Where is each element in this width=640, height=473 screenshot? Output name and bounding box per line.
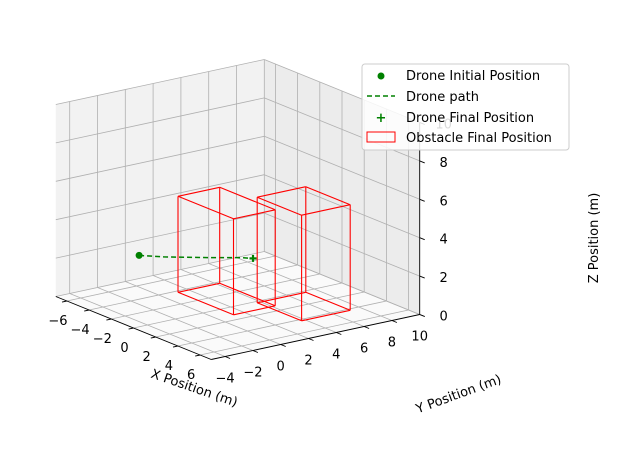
grid-line-z-left — [55, 97, 265, 144]
obstacle-edge — [219, 186, 276, 211]
grid-line-z-back — [264, 212, 420, 277]
grid-line-z-back — [264, 251, 420, 315]
grid-line-x-floor — [89, 264, 298, 311]
x-tick-label: 2 — [143, 350, 151, 365]
y-tick-label: −4 — [216, 372, 235, 387]
y-tick — [308, 338, 314, 341]
x-tick — [61, 300, 67, 303]
grid-line-y-floor — [69, 293, 226, 357]
y-tick — [280, 344, 286, 347]
x-tick — [84, 309, 90, 312]
x-tick-label: −2 — [93, 332, 112, 347]
y-tick-label: 2 — [304, 354, 312, 369]
z-tick — [419, 198, 425, 202]
y-axis-label: Y Position (m) — [413, 372, 503, 417]
obstacle-edge — [177, 282, 220, 293]
grid-line-x-floor — [177, 300, 387, 347]
legend-label-drone-final: Drone Final Position — [406, 111, 534, 126]
obstacle-edge — [305, 186, 351, 206]
z-axis-label: Z Position (m) — [587, 193, 602, 284]
legend-label-drone-initial: Drone Initial Position — [406, 69, 540, 84]
drone-path-line — [139, 254, 254, 260]
obstacle-edge — [256, 196, 302, 216]
x-tick-label: 6 — [187, 368, 195, 383]
obstacle-edge — [257, 291, 306, 304]
z-tick — [419, 275, 425, 279]
grid-line-x-floor — [111, 273, 320, 320]
obstacle-edge — [256, 302, 302, 322]
obstacle-edge — [177, 186, 220, 197]
grid-line-z-left — [55, 135, 265, 182]
z-tick — [419, 237, 425, 241]
obstacle-edge — [177, 195, 234, 220]
grid-line-z-left — [55, 251, 265, 297]
obstacle-edge — [305, 291, 351, 311]
grid-line-y-floor — [208, 263, 365, 327]
obstacle-edge — [233, 209, 276, 220]
z-tick — [419, 314, 425, 317]
grid-line-x-floor — [66, 255, 276, 302]
y-axis-line — [211, 314, 420, 360]
grid-line-x-floor — [133, 282, 343, 329]
grid-line-z-left — [55, 212, 265, 259]
legend-marker-obstacle — [366, 131, 396, 143]
left-pane — [55, 59, 265, 297]
grid-line-y-floor — [236, 257, 393, 321]
y-tick-label: 8 — [388, 336, 396, 351]
z-tick-label: 8 — [440, 156, 448, 171]
y-tick — [391, 320, 398, 323]
z-tick-label: 6 — [440, 194, 448, 209]
y-tick — [336, 332, 342, 335]
y-tick-label: −2 — [243, 366, 262, 381]
x-tick-label: −4 — [71, 323, 90, 338]
z-tick-label: 0 — [440, 310, 448, 325]
x-tick — [106, 318, 112, 321]
legend: Drone Initial Position Drone path + Dron… — [361, 63, 570, 151]
x-tick — [172, 345, 178, 348]
grid-line-y-floor — [180, 269, 337, 333]
grid-line-y-floor — [125, 281, 281, 345]
y-tick-label: 10 — [411, 330, 428, 345]
grid-line-z-back — [264, 135, 420, 200]
x-tick — [150, 336, 156, 339]
legend-frame — [361, 63, 570, 151]
z-tick-label: 2 — [440, 271, 448, 286]
grid-line-z-left — [55, 59, 265, 105]
y-tick — [363, 326, 370, 329]
legend-label-drone-path: Drone path — [406, 90, 479, 105]
z-tick — [419, 160, 425, 164]
obstacle-edge — [257, 186, 306, 198]
grid-line-y-floor — [97, 287, 254, 351]
legend-label-obstacle: Obstacle Final Position — [406, 131, 552, 146]
y-tick-label: 0 — [277, 360, 285, 375]
obstacle-edge — [301, 309, 351, 322]
grid-line-y-floor — [152, 275, 309, 339]
grid-line-z-left — [55, 174, 265, 221]
grid-line-x-floor — [200, 309, 409, 356]
grid-line-x-floor — [155, 291, 365, 338]
legend-marker-drone-final: + — [376, 111, 387, 126]
y-tick-label: 4 — [332, 348, 340, 363]
y-tick-label: 6 — [360, 342, 368, 357]
z-tick-label: 4 — [440, 233, 448, 248]
x-tick-label: −6 — [48, 314, 67, 329]
x-tick — [195, 354, 201, 357]
y-tick — [252, 350, 259, 353]
obstacle-edge — [177, 291, 234, 316]
legend-marker-drone-initial — [377, 72, 385, 80]
x-tick-label: 4 — [165, 359, 173, 374]
y-tick — [224, 356, 231, 359]
obstacle-edge — [219, 282, 276, 307]
x-tick — [128, 327, 134, 330]
drone-final-marker — [249, 254, 257, 262]
data-layer — [135, 186, 351, 322]
x-tick-label: 0 — [120, 341, 128, 356]
obstacle-edge — [301, 204, 351, 216]
